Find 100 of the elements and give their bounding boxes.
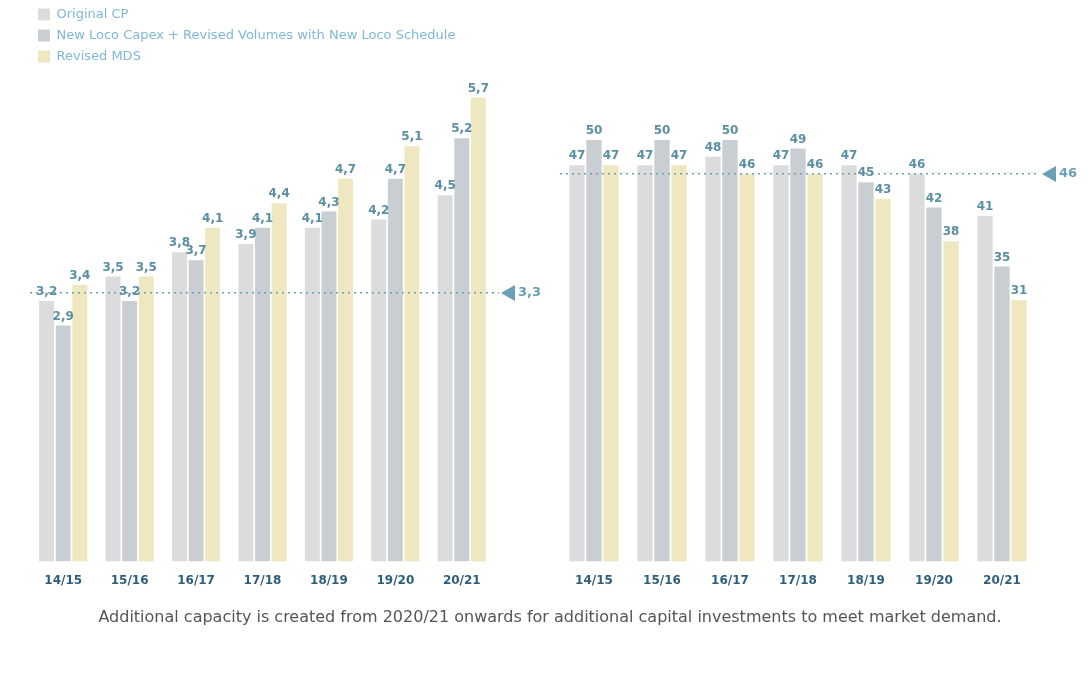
x-tick-label: 14/15	[575, 572, 613, 587]
data-label: 50	[653, 123, 671, 138]
bar	[72, 284, 88, 562]
bar	[470, 97, 486, 562]
x-tick-label: 15/16	[643, 572, 681, 587]
data-label: 49	[789, 131, 807, 146]
bar	[909, 173, 925, 562]
bar	[138, 276, 154, 562]
data-label: 46	[908, 156, 926, 171]
x-tick-label: 20/21	[983, 572, 1021, 587]
bar	[654, 140, 670, 562]
bar	[943, 241, 959, 562]
data-label: 3,5	[102, 259, 124, 274]
data-label: 4,5	[434, 178, 456, 193]
bar	[977, 215, 993, 562]
x-tick-label: 16/17	[177, 572, 215, 587]
bar	[637, 165, 653, 562]
bar	[122, 301, 138, 562]
bar	[105, 276, 121, 562]
bar	[807, 173, 823, 562]
bar	[671, 165, 687, 562]
legend-label: Revised MDS	[56, 47, 141, 63]
bar	[387, 178, 403, 562]
data-label: 3,2	[119, 284, 141, 299]
data-label: 45	[857, 165, 875, 180]
data-label: 4,4	[268, 186, 290, 201]
data-label: 3,2	[35, 284, 58, 299]
bar	[255, 227, 270, 562]
data-label: 47	[636, 148, 654, 163]
data-label: 4,7	[334, 161, 357, 176]
bar	[454, 138, 470, 562]
text: Additional capacity is created from 2020/21 onwards for additional capital investments to meet market demand.	[97, 606, 1003, 628]
ref-line-label: 46	[1059, 165, 1078, 181]
data-label: 47	[840, 148, 858, 163]
bar	[858, 182, 874, 562]
data-label: 47	[568, 148, 586, 163]
data-label: 48	[704, 139, 722, 154]
x-tick-label: 17/18	[779, 572, 817, 587]
data-label: 38	[942, 224, 960, 239]
data-label: 46	[738, 156, 756, 171]
x-tick-label: 14/15	[44, 572, 83, 587]
data-label: 47	[772, 148, 790, 163]
bar	[55, 325, 71, 562]
x-tick-label: 19/20	[376, 572, 415, 587]
data-label: 5,7	[467, 80, 490, 95]
bar	[603, 165, 619, 562]
bar	[39, 301, 55, 562]
data-label: 47	[602, 148, 620, 163]
data-label: 4,3	[318, 194, 340, 209]
bar	[722, 140, 738, 562]
bar	[304, 227, 320, 562]
data-label: 5,2	[451, 121, 473, 136]
bar	[188, 260, 204, 562]
data-label: 50	[585, 123, 603, 138]
data-label: 43	[874, 182, 892, 197]
x-tick-label: 18/19	[310, 572, 348, 587]
data-label: 4,1	[301, 210, 323, 225]
data-label: 42	[925, 190, 943, 205]
bar	[404, 146, 420, 562]
bar	[321, 211, 337, 562]
bar	[338, 178, 354, 562]
x-tick-label: 16/17	[711, 572, 749, 587]
x-tick-label: 18/19	[847, 572, 885, 587]
x-tick-label: 15/16	[110, 572, 149, 587]
data-label: 4,1	[202, 210, 224, 225]
bar	[205, 227, 221, 562]
data-label: 3,5	[135, 259, 157, 274]
bar	[875, 199, 891, 562]
data-label: 50	[721, 123, 739, 138]
bar	[705, 156, 721, 562]
data-label: 35	[993, 249, 1011, 264]
data-label: 31	[1010, 283, 1028, 298]
data-label: 46	[806, 156, 824, 171]
bar	[569, 165, 585, 562]
data-label: 5,1	[401, 129, 423, 144]
ref-line-label: 3,3	[518, 284, 542, 300]
x-tick-label: 19/20	[915, 572, 953, 587]
legend-label: Original CP	[56, 5, 129, 21]
bar	[271, 203, 287, 562]
data-label: 3,9	[235, 227, 257, 242]
bar	[926, 207, 942, 562]
bar	[841, 165, 857, 562]
bar	[1011, 300, 1027, 562]
bar	[586, 140, 602, 562]
data-label: 4,7	[384, 161, 406, 176]
bar	[739, 173, 755, 562]
data-label: 4,2	[368, 202, 390, 217]
data-label: 2,9	[52, 308, 74, 323]
bar	[773, 165, 789, 562]
bar	[171, 252, 187, 562]
legend-label: New Loco Capex + Revised Volumes with New Loco Schedule	[56, 26, 456, 42]
bar	[371, 219, 387, 562]
data-label: 41	[976, 199, 994, 214]
bar	[238, 244, 254, 562]
data-label: 3,4	[69, 267, 91, 282]
bar	[790, 148, 806, 562]
x-tick-label: 20/21	[442, 572, 481, 587]
bar	[994, 266, 1010, 562]
data-label: 4,1	[251, 210, 274, 225]
bar	[437, 195, 453, 562]
